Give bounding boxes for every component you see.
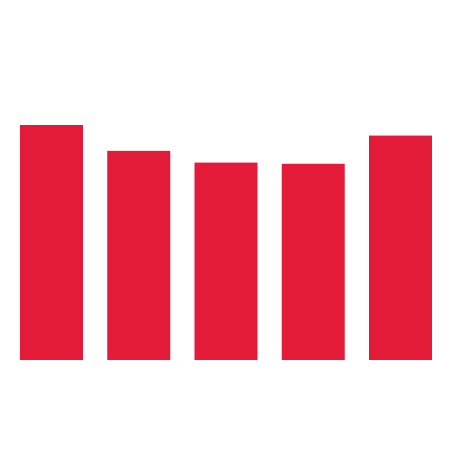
bar-5 <box>369 135 432 360</box>
bar-1 <box>20 125 83 360</box>
bar-3 <box>194 162 258 360</box>
bar-2 <box>107 150 171 360</box>
bar-4 <box>281 163 345 360</box>
bar-group <box>20 125 432 360</box>
